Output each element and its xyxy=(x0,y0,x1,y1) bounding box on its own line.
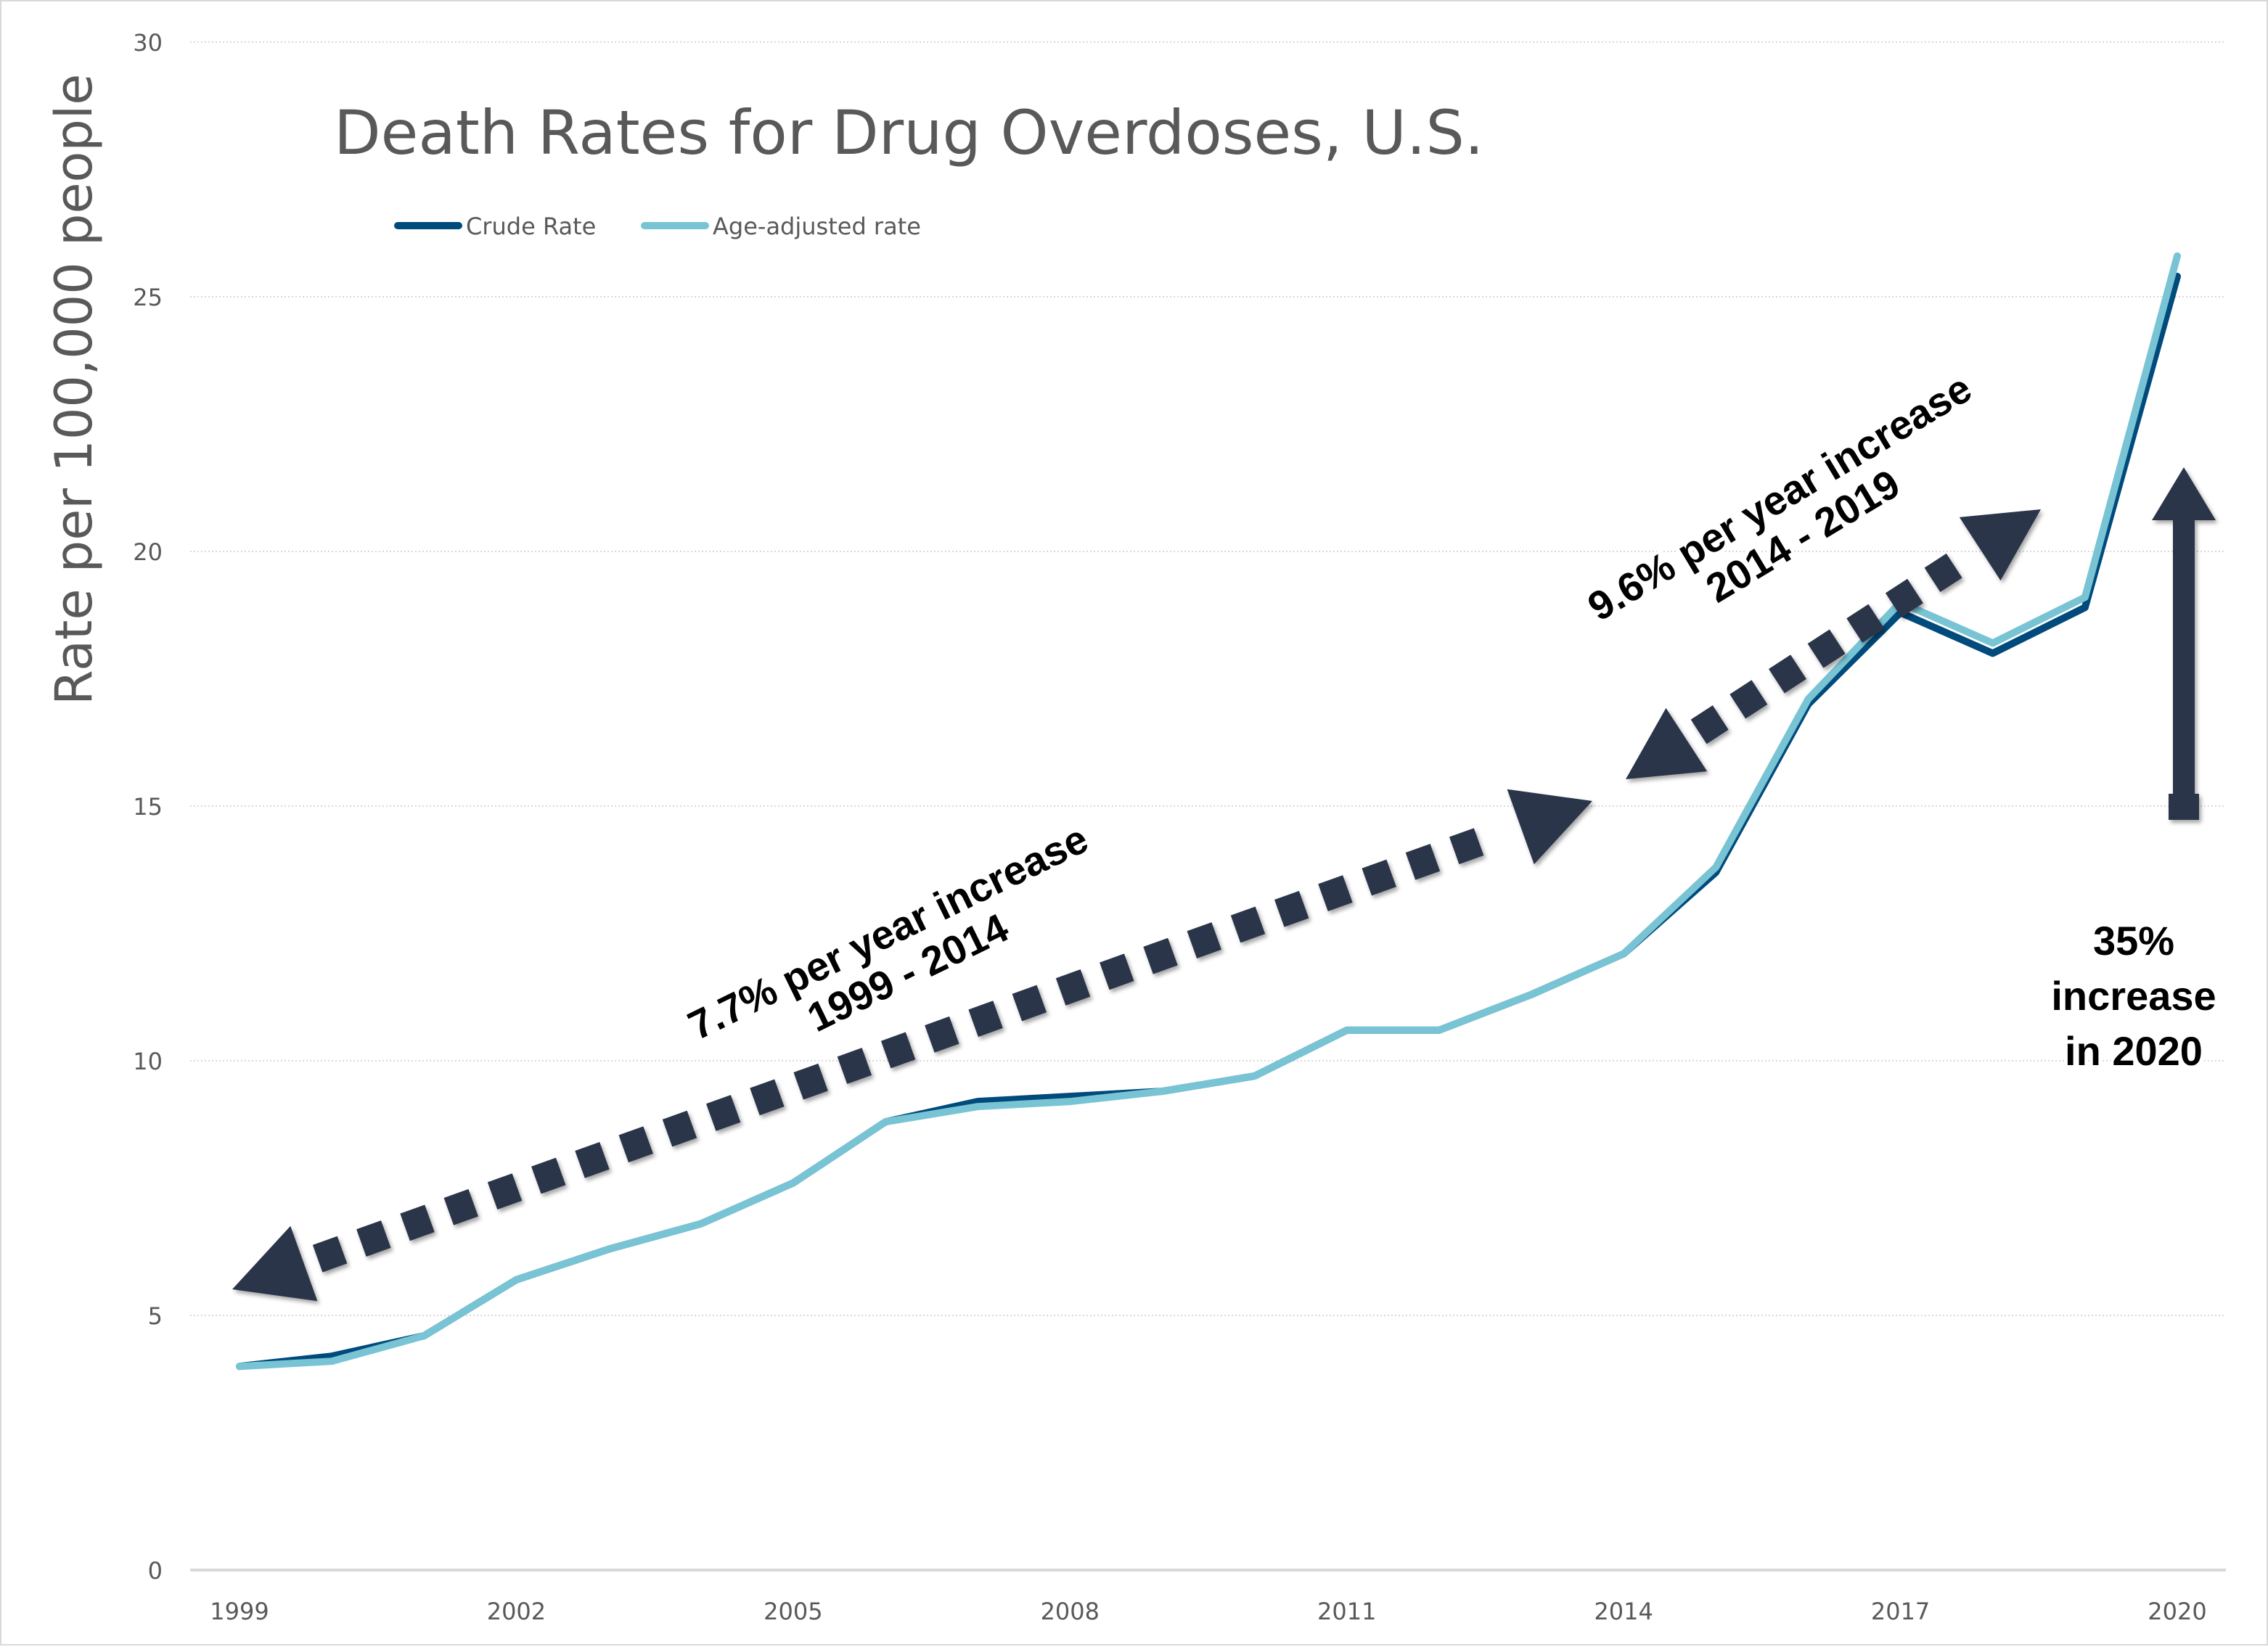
arrow-dash xyxy=(1100,953,1134,990)
y-tick-label-15: 15 xyxy=(133,793,163,821)
arrow-dash xyxy=(1143,938,1177,974)
arrow-dash xyxy=(444,1189,478,1225)
arrow-base xyxy=(2169,794,2199,820)
arrow-dash xyxy=(1769,654,1806,693)
arrow-dash xyxy=(750,1079,784,1115)
trend-arrow-1999-2014 xyxy=(232,789,1592,1302)
annotation-2020-line1: 35% xyxy=(2093,918,2174,964)
x-tick-label-1999: 1999 xyxy=(210,1598,269,1625)
arrow-dash xyxy=(1187,922,1221,958)
x-tick-label-2020: 2020 xyxy=(2148,1598,2206,1625)
x-tick-label-2008: 2008 xyxy=(1041,1598,1100,1625)
arrow-dash xyxy=(1362,860,1396,896)
y-axis-label: Rate per 100,000 people xyxy=(44,74,104,705)
gridlines xyxy=(190,42,2226,1570)
arrow-dash xyxy=(663,1111,697,1147)
arrowhead-end xyxy=(1960,509,2041,580)
y-tick-label-30: 30 xyxy=(133,29,163,57)
arrow-dash xyxy=(1056,969,1090,1006)
x-axis-ticks: 1999 2002 2005 2008 2011 2014 2017 2020 xyxy=(210,1598,2206,1625)
chart-title: Death Rates for Drug Overdoses, U.S. xyxy=(334,97,1484,168)
annotation-2020: 35% increase in 2020 xyxy=(2051,918,2216,1074)
annotation-2020-line2: increase xyxy=(2051,973,2216,1019)
y-axis-ticks: 0 5 10 15 20 25 30 xyxy=(133,29,163,1585)
arrow-dash xyxy=(881,1032,915,1069)
annotation-2020-line3: in 2020 xyxy=(2065,1028,2203,1074)
arrow-dash xyxy=(619,1126,653,1162)
up-arrow-2020 xyxy=(2152,467,2216,820)
annotation-2014-2019-line1: 9.6% per year increase xyxy=(1580,365,1979,630)
arrow-dash xyxy=(1691,705,1729,744)
arrow-dash xyxy=(1318,875,1352,911)
y-tick-label-10: 10 xyxy=(133,1048,163,1075)
legend-label-crude-rate: Crude Rate xyxy=(466,213,596,240)
x-tick-label-2014: 2014 xyxy=(1594,1598,1653,1625)
arrow-dash xyxy=(575,1142,609,1178)
y-tick-label-5: 5 xyxy=(148,1302,163,1330)
arrow-shaft xyxy=(2173,518,2195,801)
legend-label-age-adjusted-rate: Age-adjusted rate xyxy=(713,213,921,240)
arrow-dash xyxy=(1231,907,1265,943)
arrow-dash xyxy=(925,1016,959,1053)
arrow-dash xyxy=(356,1220,390,1257)
y-tick-label-0: 0 xyxy=(148,1557,163,1585)
arrow-dash xyxy=(1406,844,1440,880)
arrow-dash xyxy=(706,1095,740,1131)
y-tick-label-20: 20 xyxy=(133,538,163,566)
arrow-dash xyxy=(1274,891,1309,927)
x-tick-label-2005: 2005 xyxy=(763,1598,822,1625)
arrow-dash xyxy=(488,1173,522,1209)
arrow-dash xyxy=(1729,680,1767,718)
arrow-dash xyxy=(1449,828,1483,864)
arrow-dash xyxy=(1925,554,1962,592)
arrow-dash xyxy=(793,1064,827,1100)
x-tick-label-2017: 2017 xyxy=(1871,1598,1930,1625)
arrow-dash xyxy=(838,1048,872,1084)
y-tick-label-25: 25 xyxy=(133,284,163,311)
arrowhead-up xyxy=(2152,467,2216,520)
arrow-dash xyxy=(1012,985,1047,1022)
arrow-dash xyxy=(313,1236,347,1273)
arrowhead-start xyxy=(232,1226,317,1302)
x-tick-label-2002: 2002 xyxy=(487,1598,546,1625)
arrow-dash xyxy=(400,1204,434,1241)
arrow-dash xyxy=(968,1001,1002,1037)
arrowhead-end xyxy=(1507,789,1592,865)
arrow-dash xyxy=(531,1158,565,1194)
x-tick-label-2011: 2011 xyxy=(1317,1598,1376,1625)
legend: Crude Rate Age-adjusted rate xyxy=(398,213,921,240)
